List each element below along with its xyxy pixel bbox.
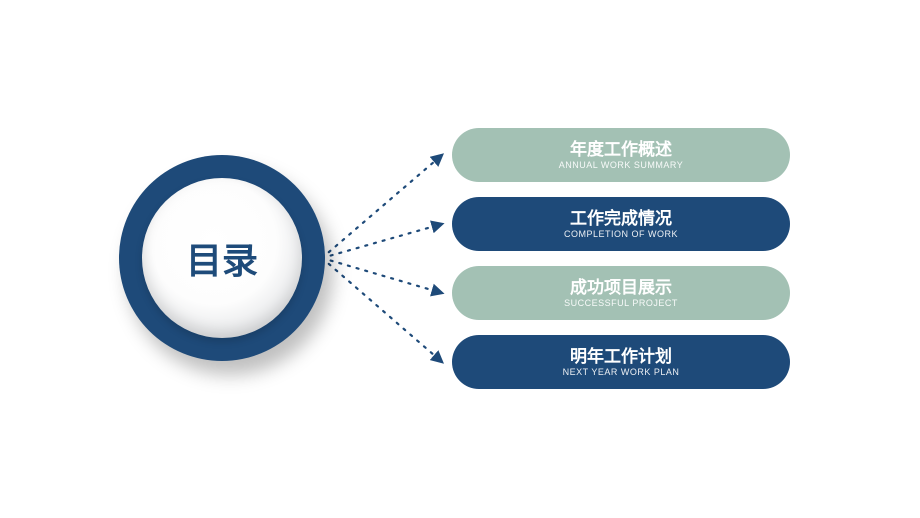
toc-item-title: 明年工作计划 [570,347,672,367]
toc-item-3: 成功项目展示 SUCCESSFUL PROJECT [452,266,790,320]
toc-item-subtitle: NEXT YEAR WORK PLAN [563,367,680,377]
toc-item-title: 工作完成情况 [570,209,672,229]
center-inner-circle: 目录 [142,178,302,338]
toc-item-1: 年度工作概述 ANNUAL WORK SUMMARY [452,128,790,182]
center-label: 目录 [186,232,258,284]
toc-item-4: 明年工作计划 NEXT YEAR WORK PLAN [452,335,790,389]
toc-item-title: 年度工作概述 [570,140,672,160]
toc-item-subtitle: SUCCESSFUL PROJECT [564,298,678,308]
toc-item-2: 工作完成情况 COMPLETION OF WORK [452,197,790,251]
toc-item-title: 成功项目展示 [570,278,672,298]
toc-item-subtitle: COMPLETION OF WORK [564,229,678,239]
toc-item-subtitle: ANNUAL WORK SUMMARY [559,160,684,170]
